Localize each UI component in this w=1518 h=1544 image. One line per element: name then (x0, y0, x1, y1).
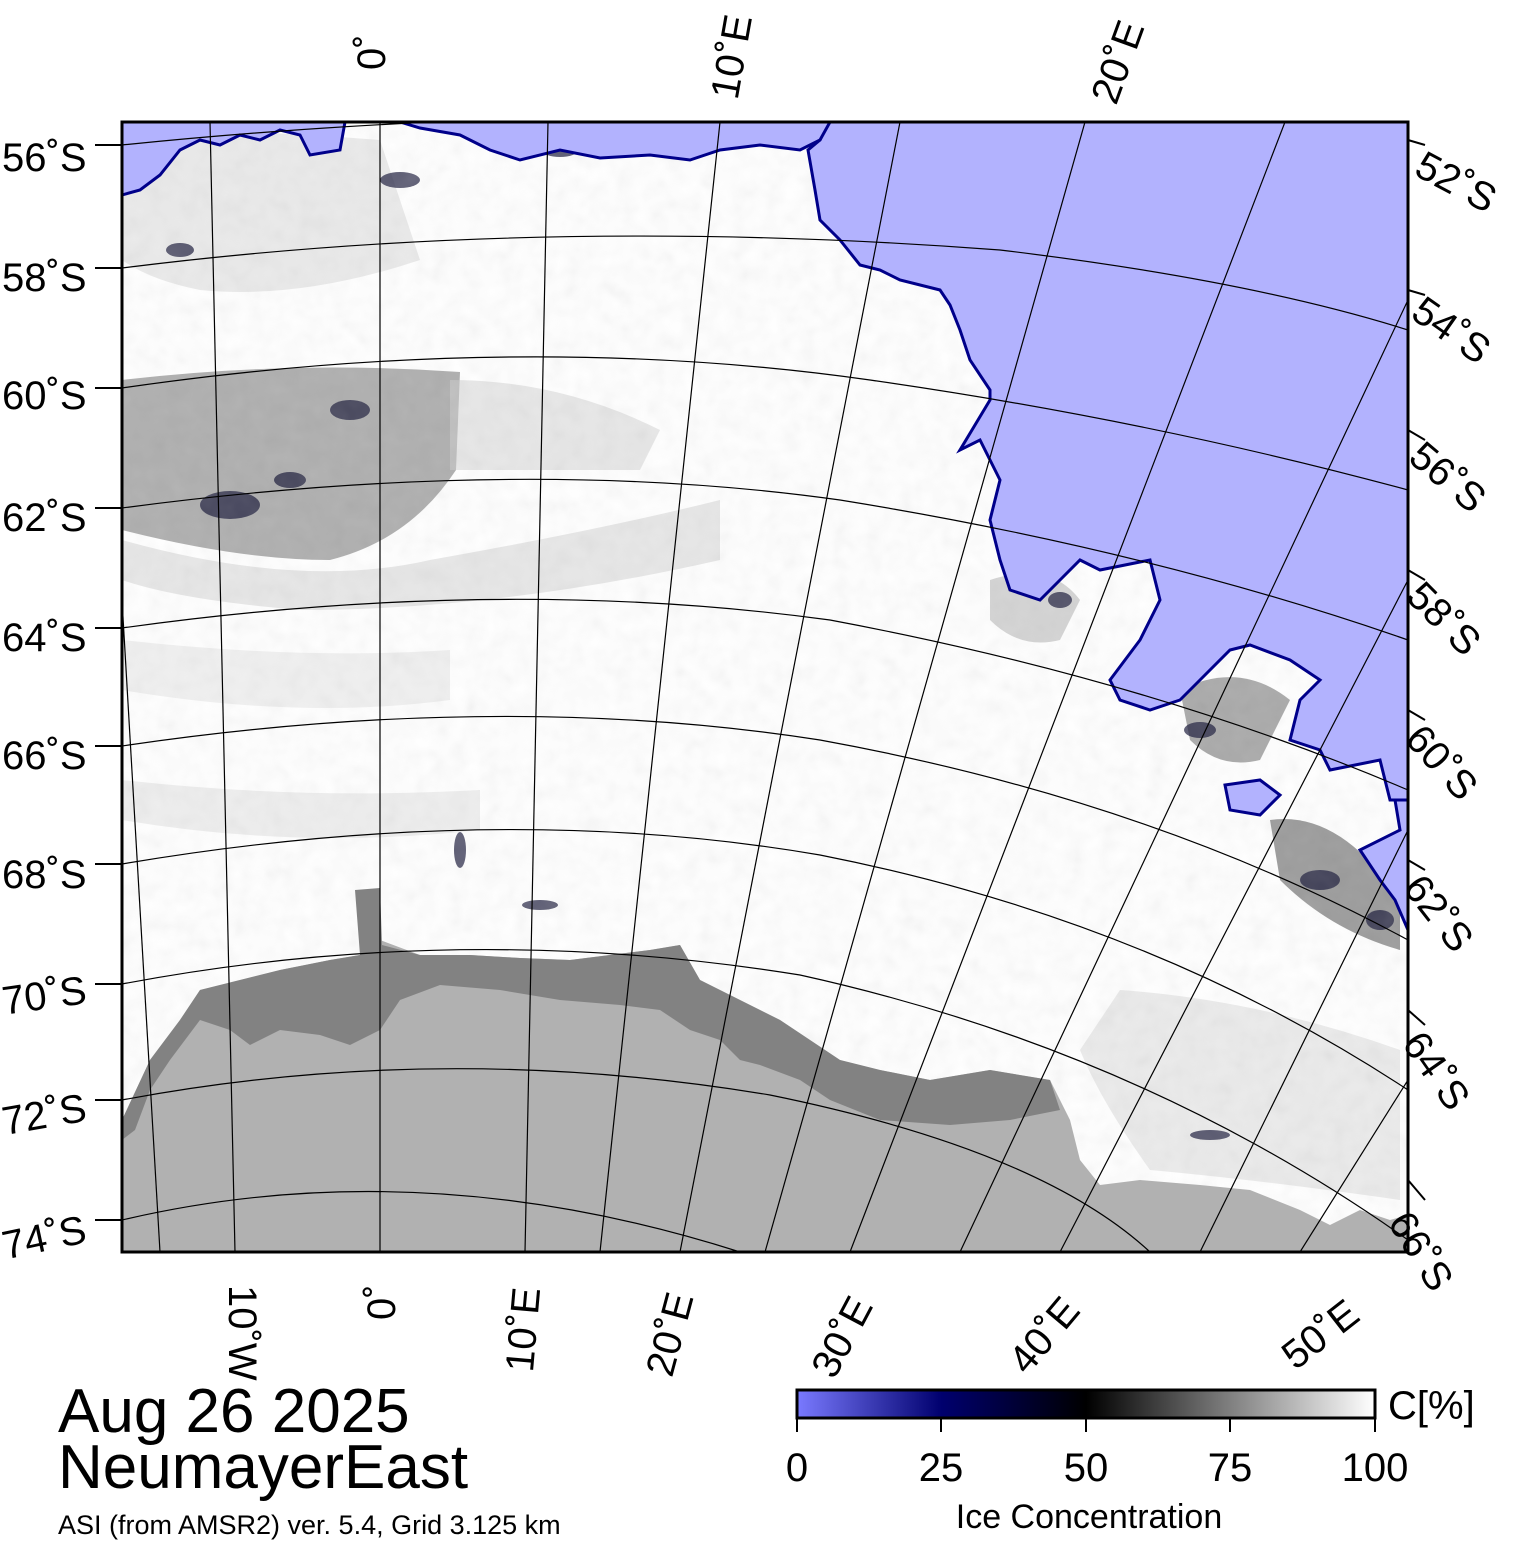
colorbar-unit: C[%] (1388, 1384, 1475, 1428)
left-lat-label-58s: 58˚S (2, 256, 87, 300)
colorbar (795, 1388, 1377, 1420)
latitude-graticule (122, 122, 1408, 1252)
bottom-lon-label-10e: 10˚E (498, 1285, 550, 1374)
left-lat-label-66s: 66˚S (2, 734, 87, 778)
top-lon-label-0: 0˚ (350, 34, 394, 70)
colorbar-tick-25: 25 (918, 1446, 964, 1490)
frame-ticks (95, 139, 1426, 1221)
bottom-lon-label-0: 0˚ (360, 1284, 404, 1320)
left-lat-label-68s: 68˚S (2, 853, 87, 897)
open-water (806, 122, 1408, 931)
open-water-northwest (122, 122, 832, 197)
colorbar-title: Ice Concentration (955, 1498, 1223, 1536)
land (122, 940, 1408, 1252)
colorbar-tick-75: 75 (1207, 1446, 1253, 1490)
longitude-graticule (122, 122, 1408, 1252)
data-source: ASI (from AMSR2) ver. 5.4, Grid 3.125 km (58, 1510, 561, 1540)
left-lat-label-64s: 64˚S (2, 616, 87, 660)
left-lat-label-56s: 56˚S (2, 136, 87, 180)
colorbar-tick-100: 100 (1341, 1446, 1409, 1490)
ice-shelf (122, 888, 1060, 1140)
region-name: NeumayerEast (58, 1433, 469, 1502)
map-date: Aug 26 2025 (58, 1377, 410, 1446)
open-water-inlet (1223, 778, 1283, 817)
colorbar-tick-0: 0 (785, 1446, 809, 1490)
left-lat-label-60s: 60˚S (2, 374, 87, 418)
left-lat-label-62s: 62˚S (2, 496, 87, 540)
colorbar-ticks (796, 1418, 1376, 1432)
colorbar-tick-50: 50 (1063, 1446, 1109, 1490)
bottom-lon-label-10w: 10˚W (220, 1285, 264, 1381)
map-frame (120, 120, 1410, 1254)
